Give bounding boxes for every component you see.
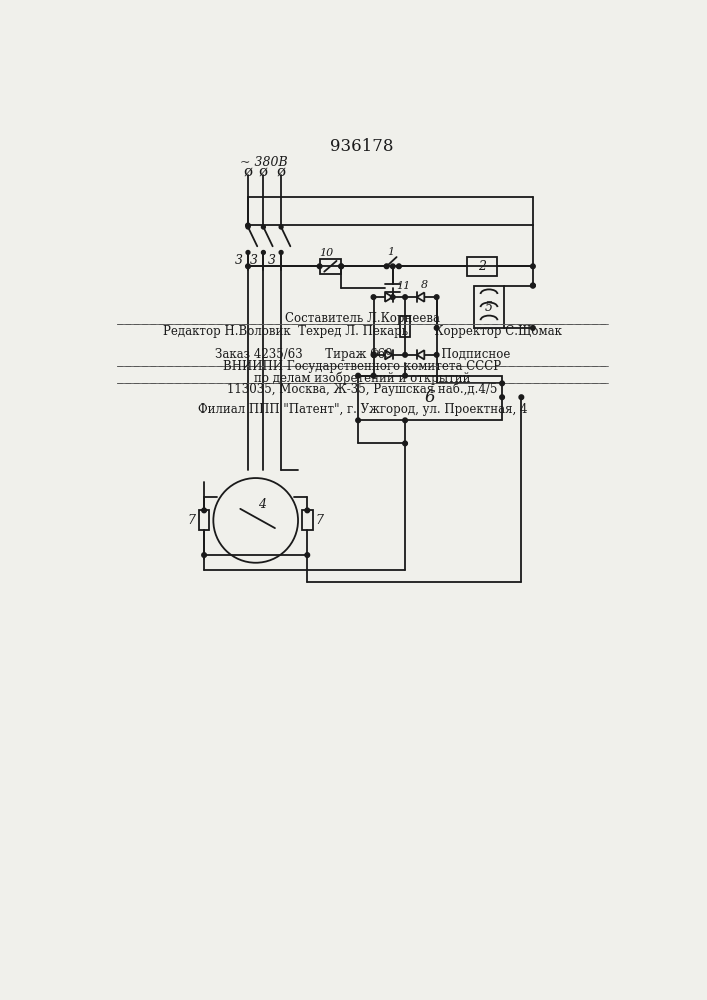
Bar	[199, 510, 209, 530]
Text: 3: 3	[268, 254, 276, 267]
Circle shape	[530, 283, 535, 288]
Text: Филиал ППП "Патент", г. Ужгород, ул. Проектная, 4: Филиал ППП "Патент", г. Ужгород, ул. Про…	[197, 403, 527, 416]
Circle shape	[385, 264, 389, 269]
Text: ~ 380В: ~ 380В	[240, 156, 288, 169]
Circle shape	[519, 395, 524, 400]
Circle shape	[371, 373, 376, 378]
Text: ø: ø	[276, 165, 286, 179]
Circle shape	[317, 264, 322, 269]
Circle shape	[279, 251, 283, 254]
Text: 6: 6	[424, 389, 435, 406]
Circle shape	[246, 264, 250, 269]
Circle shape	[356, 418, 361, 423]
Circle shape	[385, 264, 389, 268]
Circle shape	[397, 264, 401, 268]
Bar	[320, 259, 341, 274]
Text: 7: 7	[188, 514, 196, 527]
Text: ВНИИПИ Государственного комитета СССР: ВНИИПИ Государственного комитета СССР	[223, 360, 501, 373]
Circle shape	[530, 283, 535, 288]
Bar	[467, 257, 497, 276]
Circle shape	[246, 225, 250, 229]
Text: 3: 3	[235, 254, 243, 267]
Circle shape	[403, 441, 407, 446]
Text: 4: 4	[258, 498, 266, 512]
Circle shape	[339, 264, 344, 269]
Circle shape	[201, 553, 206, 557]
Circle shape	[397, 264, 402, 269]
Circle shape	[403, 353, 407, 357]
Circle shape	[403, 418, 407, 423]
Circle shape	[339, 264, 344, 269]
Circle shape	[201, 508, 206, 513]
Text: 9: 9	[371, 350, 379, 360]
Circle shape	[434, 326, 439, 330]
Text: Редактор Н.Воловик  Техред Л. Пекарь       Корректор С.Щомак: Редактор Н.Воловик Техред Л. Пекарь Корр…	[163, 325, 562, 338]
Circle shape	[246, 251, 250, 254]
Circle shape	[279, 225, 283, 229]
Circle shape	[530, 264, 535, 269]
Circle shape	[262, 225, 265, 229]
Circle shape	[262, 251, 265, 254]
Polygon shape	[416, 350, 424, 359]
Text: 11: 11	[397, 281, 411, 291]
Text: 10: 10	[320, 248, 334, 258]
Polygon shape	[385, 350, 393, 359]
Circle shape	[390, 264, 395, 269]
Text: Составитель Л.Корнеева: Составитель Л.Корнеева	[285, 312, 440, 325]
Text: 5: 5	[485, 301, 493, 314]
Bar	[358, 376, 502, 420]
Circle shape	[390, 295, 395, 299]
Circle shape	[371, 353, 376, 357]
Polygon shape	[385, 292, 393, 302]
Text: 7: 7	[315, 514, 324, 527]
Text: 3: 3	[250, 254, 258, 267]
Text: 2: 2	[478, 260, 486, 273]
Circle shape	[246, 223, 250, 228]
Circle shape	[434, 353, 439, 357]
Text: 1: 1	[387, 247, 395, 257]
Circle shape	[356, 373, 361, 378]
Circle shape	[434, 295, 439, 299]
Circle shape	[403, 373, 407, 378]
Text: ø: ø	[243, 165, 252, 179]
Circle shape	[305, 553, 310, 557]
Text: по делам изобретений и открытий: по делам изобретений и открытий	[254, 371, 471, 385]
Circle shape	[371, 295, 376, 299]
Bar	[399, 316, 411, 337]
Text: 113035, Москва, Ж-35, Раушская наб.,д.4/5: 113035, Москва, Ж-35, Раушская наб.,д.4/…	[227, 383, 498, 396]
Bar	[302, 510, 312, 530]
Circle shape	[500, 395, 504, 400]
Text: ø: ø	[259, 165, 268, 179]
Text: Заказ 4235/63      Тираж 669             Подписное: Заказ 4235/63 Тираж 669 Подписное	[215, 348, 510, 361]
Polygon shape	[416, 292, 424, 302]
Circle shape	[500, 381, 504, 386]
Text: 8: 8	[421, 280, 428, 290]
Circle shape	[305, 508, 310, 513]
Circle shape	[530, 326, 535, 330]
Circle shape	[403, 295, 407, 299]
Bar	[474, 286, 504, 328]
Text: 936178: 936178	[330, 138, 394, 155]
